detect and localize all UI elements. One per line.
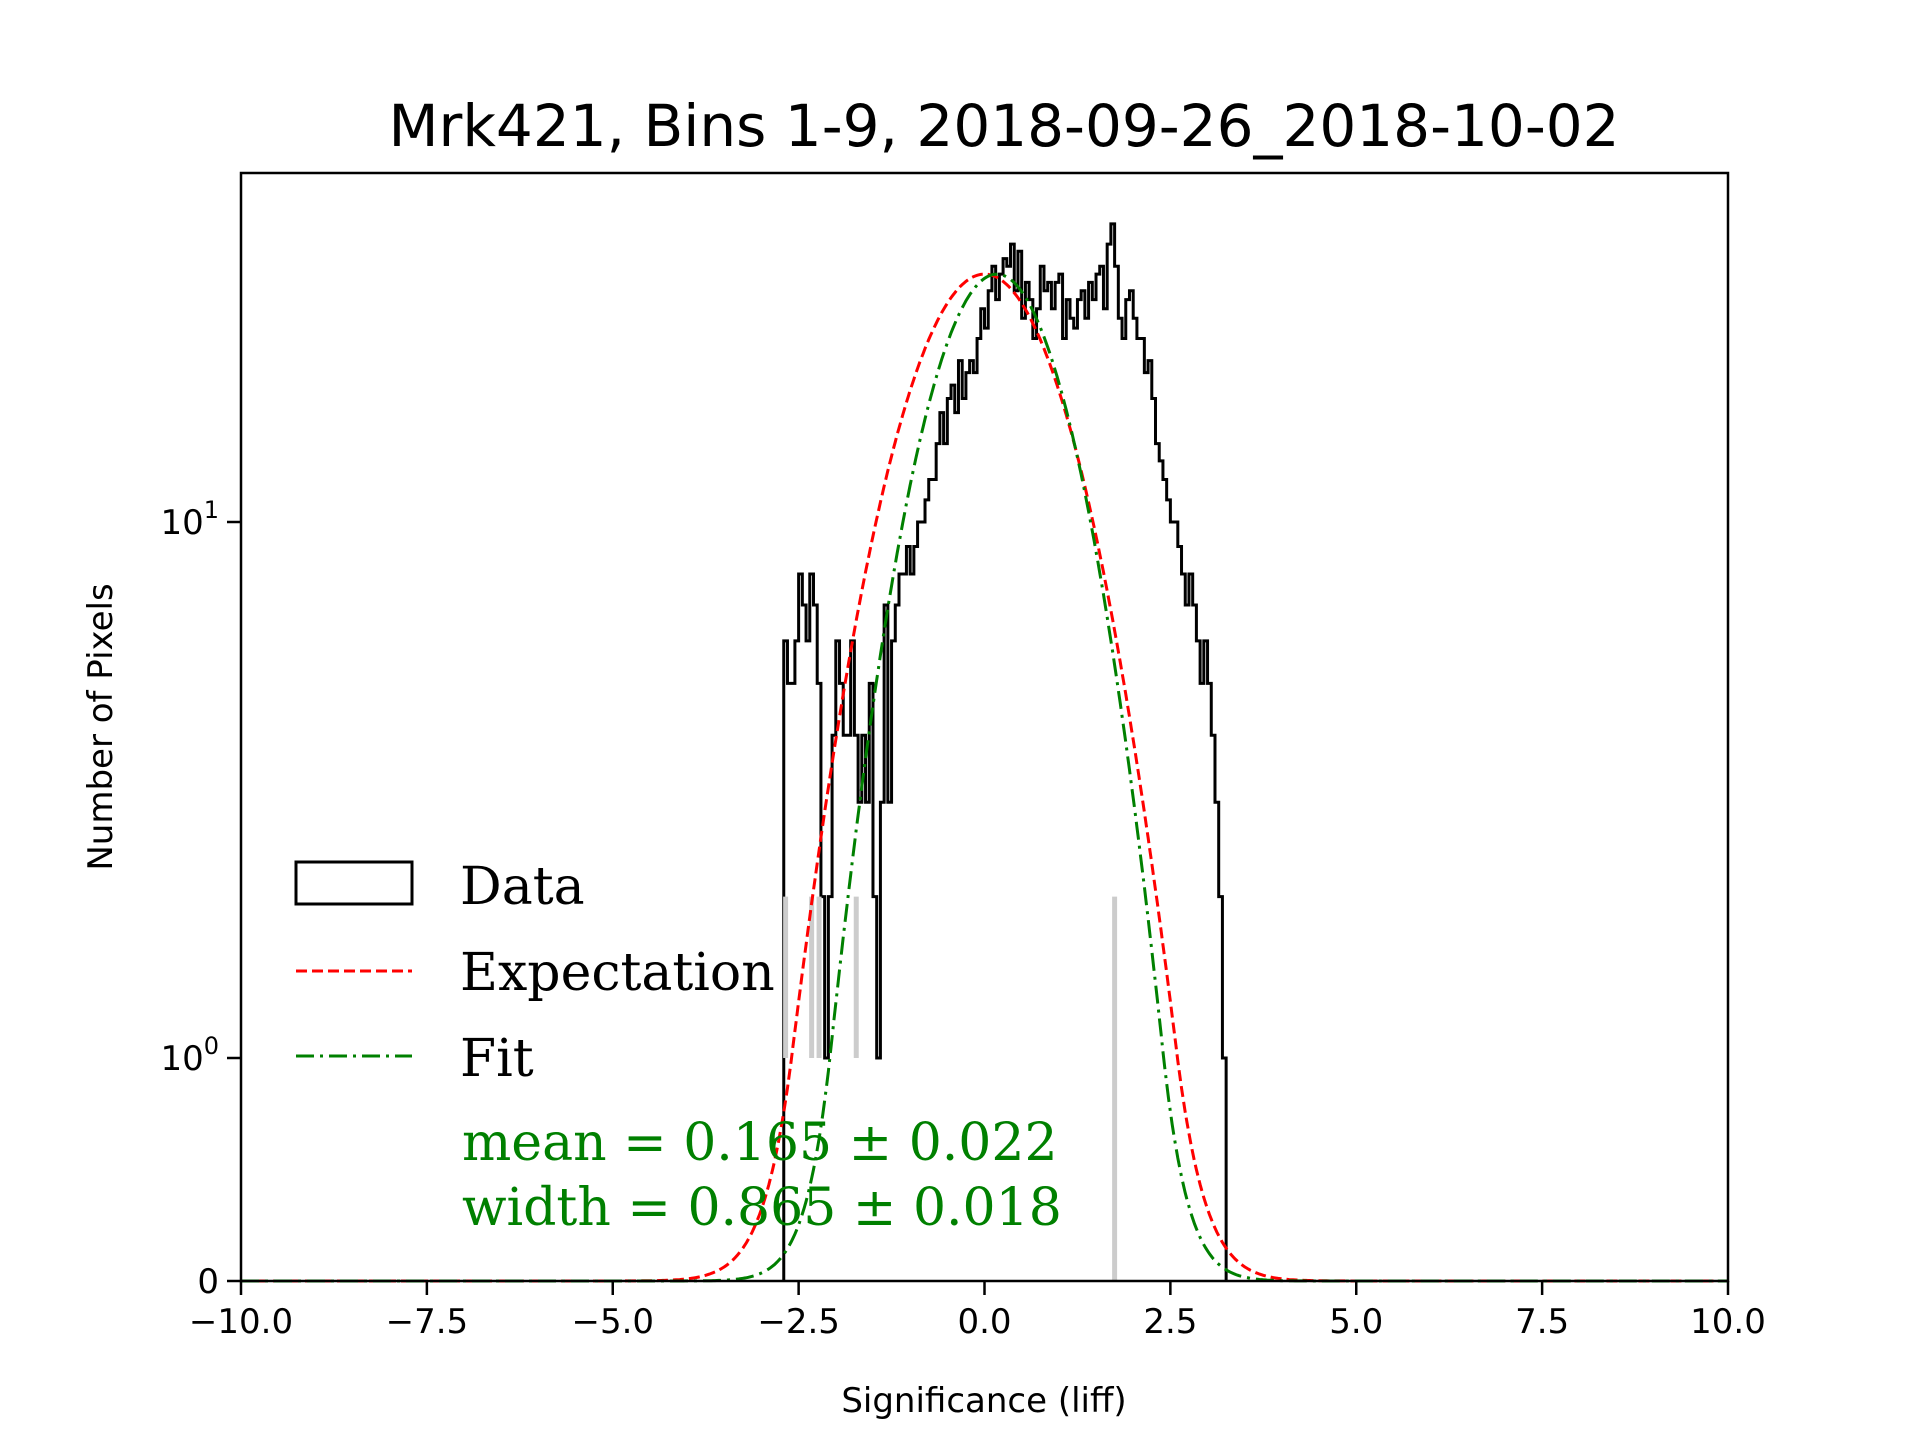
x-tick-label: −5.0 [571, 1302, 654, 1342]
annotation-mean: mean = 0.165 ± 0.022 [462, 1113, 1058, 1173]
x-tick-label: −10.0 [189, 1302, 293, 1342]
histogram-data [782, 222, 1228, 1281]
legend-expectation-label: Expectation [460, 943, 775, 1003]
y-tick-label: 100 [160, 1032, 219, 1079]
y-tick-label: 101 [160, 496, 219, 543]
y-axis-label: Number of Pixels [81, 583, 121, 870]
x-tick-label: 0.0 [957, 1302, 1011, 1342]
legend-data-swatch [294, 860, 414, 906]
x-axis: −10.0 −7.5 −5.0 −2.5 0.0 2.5 5.0 7.5 10.0 [189, 1281, 1766, 1342]
x-tick-label: 2.5 [1143, 1302, 1197, 1342]
legend: Data Expectation Fit [294, 857, 775, 1089]
y-tick-label: 0 [197, 1262, 219, 1302]
x-axis-label: Significance (liff) [841, 1381, 1126, 1421]
x-tick-label: −7.5 [386, 1302, 469, 1342]
chart-title: Mrk421, Bins 1-9, 2018-09-26_2018-10-02 [388, 92, 1619, 160]
legend-data-label: Data [460, 857, 585, 917]
legend-fit-label: Fit [460, 1029, 534, 1089]
y-axis: 0 100 101 [160, 496, 241, 1302]
x-tick-label: 10.0 [1690, 1302, 1766, 1342]
x-tick-label: 7.5 [1515, 1302, 1569, 1342]
annotation-width: width = 0.865 ± 0.018 [462, 1178, 1062, 1238]
x-tick-label: 5.0 [1329, 1302, 1383, 1342]
x-tick-label: −2.5 [757, 1302, 840, 1342]
